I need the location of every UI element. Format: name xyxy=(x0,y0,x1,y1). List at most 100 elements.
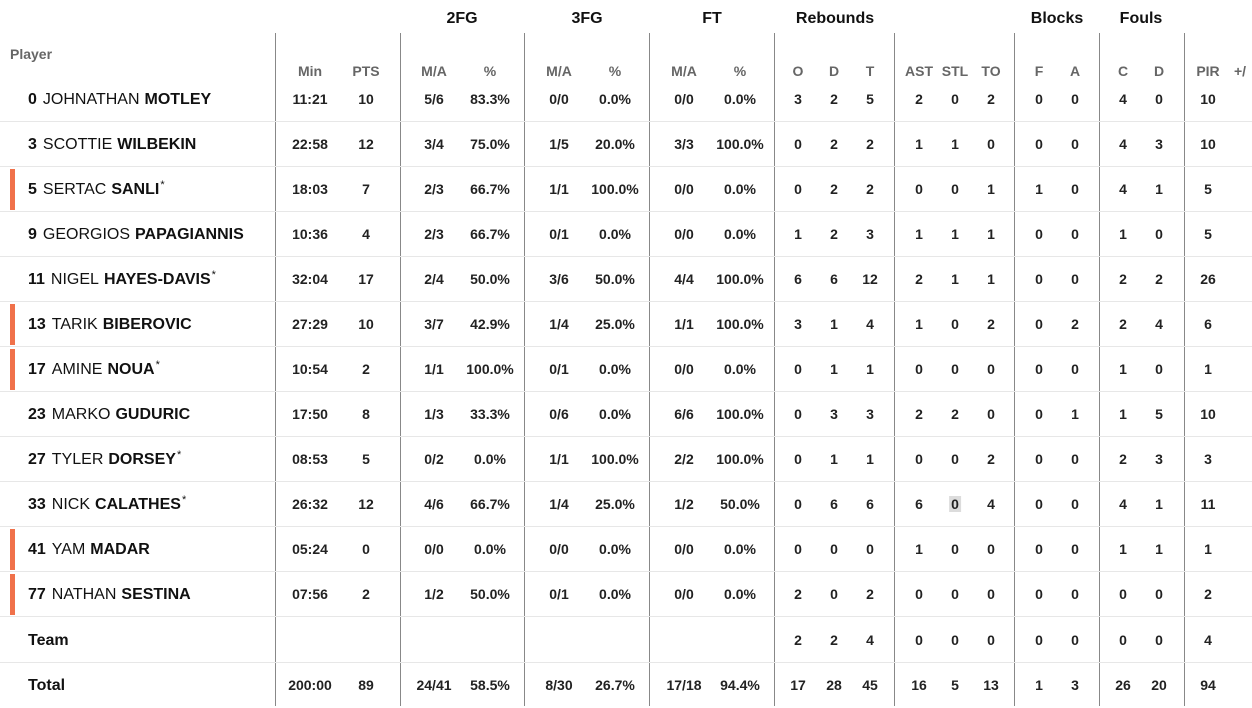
column-header[interactable]: PIR xyxy=(1196,63,1220,79)
player-name[interactable]: 23 MARKO GUDURIC xyxy=(28,392,190,437)
player-name[interactable]: 41 YAM MADAR xyxy=(28,527,150,572)
column-header[interactable]: M/A xyxy=(671,63,697,79)
stat-cell: 0 xyxy=(1155,226,1163,242)
player-row[interactable]: 9 GEORGIOS PAPAGIANNIS 10:36 4 2/3 66.7% 0/1 0.0… xyxy=(0,212,1252,257)
player-row[interactable]: 13 TARIK BIBEROVIC 27:29 10 3/7 42.9% 1/4 25.0% 1… xyxy=(0,302,1252,347)
column-header[interactable]: M/A xyxy=(546,63,572,79)
player-name[interactable]: 9 GEORGIOS PAPAGIANNIS xyxy=(28,212,244,257)
player-row[interactable]: 3 SCOTTIE WILBEKIN 22:58 12 3/4 75.0% 1/5 20.0% 3… xyxy=(0,122,1252,167)
stat-cell: 1 xyxy=(830,361,838,377)
player-row[interactable]: 23 MARKO GUDURIC 17:50 8 1/3 33.3% 0/6 0.0% 6/6 10… xyxy=(0,392,1252,437)
column-header[interactable]: PTS xyxy=(352,63,380,79)
column-divider xyxy=(275,33,276,706)
player-row[interactable]: 5 SERTAC SANLI* 18:03 7 2/3 66.7% 1/1 100.0% 0/0 0… xyxy=(0,167,1252,212)
stat-cell: 4 xyxy=(987,496,995,512)
player-last-name: HAYES-DAVIS xyxy=(103,271,211,288)
stat-cell: 3 xyxy=(794,316,802,332)
stat-cell: 0 xyxy=(1071,586,1079,602)
column-header[interactable]: % xyxy=(733,63,747,79)
stat-cell: 2 xyxy=(915,91,923,107)
stat-cell: 0 xyxy=(987,361,995,377)
row-separator xyxy=(0,571,1252,572)
column-header[interactable]: % xyxy=(608,63,622,79)
column-header[interactable]: STL xyxy=(941,63,969,79)
player-row[interactable]: 11 NIGEL HAYES-DAVIS* 32:04 17 2/4 50.0% 3/6 50.… xyxy=(0,257,1252,302)
column-header[interactable]: AST xyxy=(905,63,933,79)
player-name[interactable]: 77 NATHAN SESTINA xyxy=(28,572,191,617)
column-header[interactable]: T xyxy=(865,63,875,79)
stat-cell: 11:21 xyxy=(292,91,328,107)
column-divider xyxy=(524,33,525,706)
player-number: 5 xyxy=(28,181,37,198)
player-last-name: WILBEKIN xyxy=(117,136,197,153)
player-last-name: CALATHES xyxy=(95,496,181,513)
stat-cell: 2 xyxy=(794,632,802,648)
stat-cell: 18:03 xyxy=(292,181,328,197)
stat-cell: 3 xyxy=(1155,136,1163,152)
stat-cell: 1/4 xyxy=(549,316,569,332)
player-name[interactable]: 13 TARIK BIBEROVIC xyxy=(28,302,192,347)
player-row[interactable]: 33 NICK CALATHES* 26:32 12 4/6 66.7% 1/4 25.0% 1/… xyxy=(0,482,1252,527)
stat-cell: 2 xyxy=(362,361,370,377)
stat-cell: 5 xyxy=(866,91,874,107)
player-name[interactable]: 27 TYLER DORSEY* xyxy=(28,437,181,482)
column-header[interactable]: O xyxy=(792,63,804,79)
player-name[interactable]: 5 SERTAC SANLI* xyxy=(28,167,165,212)
stat-cell: 1 xyxy=(1119,226,1127,242)
player-row[interactable]: 77 NATHAN SESTINA 07:56 2 1/2 50.0% 0/1 0.0% 0/0 0… xyxy=(0,572,1252,617)
player-first-name: AMINE xyxy=(51,361,103,378)
stat-cell: 45 xyxy=(862,677,878,693)
player-row[interactable]: 0 JOHNATHAN MOTLEY 11:21 10 5/6 83.3% 0/0 0.0% 0/… xyxy=(0,77,1252,122)
stat-cell: 100.0% xyxy=(716,271,764,287)
stat-cell: 28 xyxy=(826,677,842,693)
player-row[interactable]: 41 YAM MADAR 05:24 0 0/0 0.0% 0/0 0.0% 0/0 0.0% 0 0 0… xyxy=(0,527,1252,572)
stat-cell: 10 xyxy=(1200,406,1216,422)
column-header[interactable]: M/A xyxy=(421,63,447,79)
column-header[interactable]: Min xyxy=(297,63,323,79)
stat-cell: 2 xyxy=(362,586,370,602)
column-header[interactable]: D xyxy=(828,63,840,79)
column-header[interactable]: % xyxy=(483,63,497,79)
stat-cell: 0 xyxy=(1155,632,1163,648)
row-separator xyxy=(0,662,1252,663)
player-row[interactable]: 17 AMINE NOUA* 10:54 2 1/1 100.0% 0/1 0.0% 0/0 0.0… xyxy=(0,347,1252,392)
stat-cell: 2 xyxy=(866,181,874,197)
column-header[interactable]: D xyxy=(1153,63,1165,79)
column-header[interactable]: A xyxy=(1069,63,1081,79)
stat-cell: 0 xyxy=(794,451,802,467)
stat-cell: 2/2 xyxy=(674,451,694,467)
stat-cell: 0 xyxy=(362,541,370,557)
stat-cell: 0 xyxy=(1155,361,1163,377)
player-name[interactable]: 33 NICK CALATHES* xyxy=(28,482,186,527)
stat-cell: 1/2 xyxy=(674,496,694,512)
stat-cell: 26 xyxy=(1200,271,1216,287)
stat-cell: 1 xyxy=(1035,181,1043,197)
stat-cell: 10 xyxy=(1200,91,1216,107)
row-separator xyxy=(0,121,1252,122)
column-header[interactable]: +/ xyxy=(1233,63,1247,79)
stat-cell: 5/6 xyxy=(424,91,444,107)
stat-cell: 2 xyxy=(830,632,838,648)
player-name[interactable]: 17 AMINE NOUA* xyxy=(28,347,160,392)
stat-cell: 1 xyxy=(987,181,995,197)
stat-cell: 6/6 xyxy=(674,406,694,422)
column-header[interactable]: C xyxy=(1117,63,1129,79)
column-header[interactable]: TO xyxy=(981,63,1001,79)
player-row[interactable]: 27 TYLER DORSEY* 08:53 5 0/2 0.0% 1/1 100.0% 2/2 1… xyxy=(0,437,1252,482)
player-number: 77 xyxy=(28,586,46,603)
stat-cell: 17:50 xyxy=(292,406,328,422)
column-divider xyxy=(1014,33,1015,706)
star-marker: * xyxy=(181,494,187,506)
player-name[interactable]: 11 NIGEL HAYES-DAVIS* xyxy=(28,257,216,302)
stat-cell: 12 xyxy=(862,271,878,287)
stat-cell: 0 xyxy=(1035,316,1043,332)
player-name[interactable]: 3 SCOTTIE WILBEKIN xyxy=(28,122,196,167)
stat-cell: 5 xyxy=(1204,181,1212,197)
stat-cell: 0 xyxy=(915,451,923,467)
column-header[interactable]: F xyxy=(1034,63,1044,79)
stat-cell: 0/0 xyxy=(549,541,569,557)
stat-cell: 75.0% xyxy=(470,136,510,152)
group-header-ft: FT xyxy=(702,10,722,27)
player-name[interactable]: 0 JOHNATHAN MOTLEY xyxy=(28,77,211,122)
stat-cell: 3/4 xyxy=(424,136,444,152)
